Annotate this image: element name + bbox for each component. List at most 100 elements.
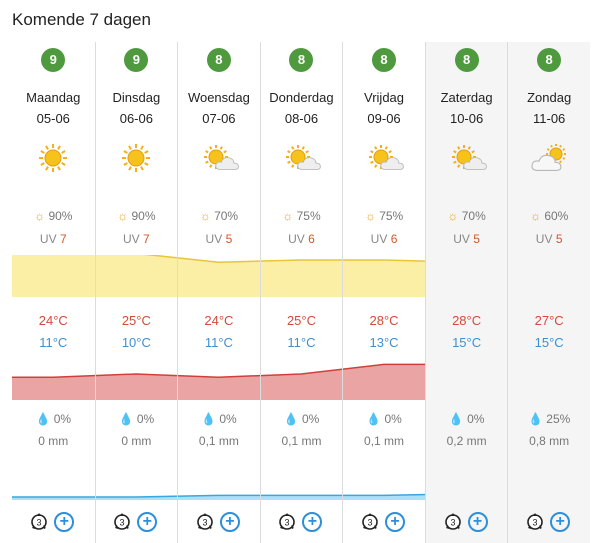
sunshine-percentage: ☼ 75%	[282, 209, 320, 223]
svg-text:3: 3	[285, 518, 290, 528]
wind-compass-icon[interactable]: 3	[277, 512, 297, 532]
day-column: 8 Donderdag 08-06 ☼ 75% UV 6 25°C 11°C 💧…	[259, 42, 343, 543]
sunshine-percentage: ☼ 75%	[365, 209, 403, 223]
min-temperature: 11°C	[287, 335, 316, 350]
sun-cloud-icon-graphic	[451, 145, 487, 170]
svg-text:3: 3	[450, 518, 455, 528]
svg-text:3: 3	[120, 518, 125, 528]
raindrop-icon: 💧	[448, 412, 464, 426]
uv-value: 7	[59, 232, 67, 246]
day-date: 09-06	[367, 111, 401, 126]
day-actions: 3 +	[525, 512, 573, 534]
day-name: Zaterdag	[440, 90, 493, 105]
add-button[interactable]: +	[137, 512, 158, 532]
cloud-sun-icon-graphic	[531, 144, 567, 171]
uv-index: UV 7	[12, 232, 95, 246]
sun-cloud-icon	[364, 140, 404, 176]
add-button[interactable]: +	[550, 512, 571, 532]
sunshine-value: 75%	[296, 209, 321, 223]
uv-index: UV 6	[343, 232, 425, 246]
rain-amount: 0 mm	[121, 434, 152, 448]
sun-outline-icon: ☼	[447, 209, 459, 223]
rain-chance: 💧 0%	[343, 412, 425, 426]
uv-value: 7	[143, 232, 150, 246]
uv-label: UV	[205, 232, 223, 246]
rain-amount: 0,8 mm	[529, 434, 570, 448]
min-temperature: 15°C	[534, 335, 564, 350]
max-temperature: 25°C	[286, 313, 316, 328]
sun-cloud-icon-graphic	[369, 145, 404, 170]
uv-index: UV 6	[261, 232, 343, 246]
svg-text:3: 3	[37, 518, 42, 528]
rain-chance: 💧 0%	[96, 412, 178, 426]
sun-outline-icon: ☼	[529, 209, 541, 223]
uv-label: UV	[370, 232, 388, 246]
sun-cloud-icon	[199, 140, 239, 176]
sunshine-percentage: ☼ 70%	[200, 209, 238, 223]
rain-chance-value: 0%	[53, 412, 72, 426]
rain-chance: 💧 0%	[178, 412, 260, 426]
add-button[interactable]: +	[302, 512, 323, 532]
day-actions: 3 +	[195, 512, 243, 534]
day-column: 8 Zondag 11-06 ☼ 60% UV 5 27°C 15°C 💧 25…	[507, 42, 590, 543]
uv-label: UV	[39, 232, 57, 246]
sun-outline-icon: ☼	[117, 209, 129, 223]
day-name: Maandag	[26, 90, 81, 105]
uv-label: UV	[122, 232, 140, 246]
add-button[interactable]: +	[54, 512, 75, 532]
uv-index: UV 7	[96, 232, 178, 246]
day-score-badge: 8	[537, 48, 562, 72]
raindrop-icon: 💧	[201, 412, 217, 426]
rain-chance-value: 0%	[384, 412, 402, 426]
day-actions: 3 +	[112, 512, 160, 534]
rain-chance: 💧 0%	[12, 412, 95, 426]
day-name: Woensdag	[187, 90, 250, 105]
raindrop-icon: 💧	[527, 412, 543, 426]
rain-chance-value: 0%	[219, 412, 237, 426]
sunshine-value: 90%	[48, 209, 73, 223]
day-actions: 3 +	[360, 512, 408, 534]
day-actions: 3 +	[277, 512, 325, 534]
day-score-badge: 8	[289, 48, 314, 72]
sunshine-percentage: ☼ 70%	[447, 209, 485, 223]
day-score-badge: 9	[41, 48, 66, 72]
uv-label: UV	[288, 232, 305, 246]
sun-icon	[33, 140, 73, 176]
raindrop-icon: 💧	[118, 412, 134, 426]
sun-outline-icon: ☼	[199, 209, 211, 223]
uv-index: UV 5	[426, 232, 508, 246]
day-actions: 3 +	[29, 512, 77, 534]
max-temperature: 24°C	[204, 313, 234, 328]
sun-icon-graphic	[122, 144, 151, 172]
sunshine-value: 90%	[131, 209, 156, 223]
wind-compass-icon[interactable]: 3	[112, 512, 132, 532]
add-button[interactable]: +	[467, 512, 488, 532]
max-temperature: 27°C	[534, 313, 564, 328]
max-temperature: 24°C	[38, 313, 68, 328]
day-date: 05-06	[36, 111, 70, 126]
sun-outline-icon: ☼	[364, 209, 376, 223]
add-button[interactable]: +	[219, 512, 240, 532]
max-temperature: 28°C	[452, 313, 482, 328]
sun-cloud-icon-graphic	[203, 145, 239, 170]
wind-compass-icon[interactable]: 3	[195, 512, 215, 532]
uv-value: 5	[225, 232, 233, 246]
rain-chance-value: 0%	[136, 412, 155, 426]
wind-compass-icon[interactable]: 3	[443, 512, 463, 532]
sunshine-percentage: ☼ 90%	[117, 209, 155, 223]
sunshine-percentage: ☼ 90%	[34, 209, 72, 223]
rain-amount: 0,1 mm	[198, 434, 239, 448]
sunshine-value: 70%	[214, 209, 239, 223]
wind-compass-icon[interactable]: 3	[360, 512, 380, 532]
wind-compass-icon[interactable]: 3	[525, 512, 545, 532]
day-score-badge: 9	[124, 48, 149, 72]
sunshine-percentage: ☼ 60%	[530, 209, 568, 223]
sunshine-value: 70%	[461, 209, 486, 223]
raindrop-icon: 💧	[35, 412, 51, 426]
wind-compass-icon[interactable]: 3	[29, 512, 49, 532]
sun-outline-icon: ☼	[34, 209, 46, 223]
add-button[interactable]: +	[385, 512, 406, 532]
day-name: Zondag	[527, 90, 572, 105]
raindrop-icon: 💧	[366, 412, 382, 426]
rain-amount: 0 mm	[38, 434, 69, 448]
